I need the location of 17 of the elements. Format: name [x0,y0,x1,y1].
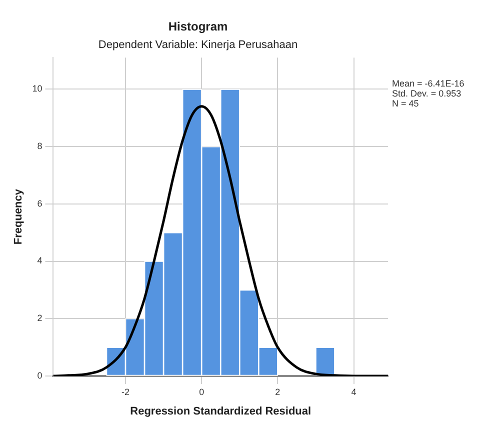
x-tick-label: 4 [351,386,356,397]
y-tick-label: 6 [37,198,42,208]
x-axis-title: Regression Standardized Residual [130,405,312,418]
y-tick-label: 4 [37,256,42,266]
y-tick-label: 0 [37,370,42,380]
chart-subtitle: Dependent Variable: Kinerja Perusahaan [98,39,298,52]
x-tick-label: 0 [199,386,204,397]
text: Mean = -6.41E-16 [392,78,464,89]
y-axis-title: Frequency [12,188,25,245]
y-tick-label: 2 [37,313,42,324]
y-tick-label: 8 [37,141,42,152]
text: Std. Dev. = 0.953 [392,88,462,99]
chart-title: Histogram [168,20,228,34]
x-tick-label: -2 [121,386,130,397]
y-tick-label: 10 [32,84,42,94]
x-tick-label: 2 [275,386,280,397]
text: N = 45 [392,98,419,109]
